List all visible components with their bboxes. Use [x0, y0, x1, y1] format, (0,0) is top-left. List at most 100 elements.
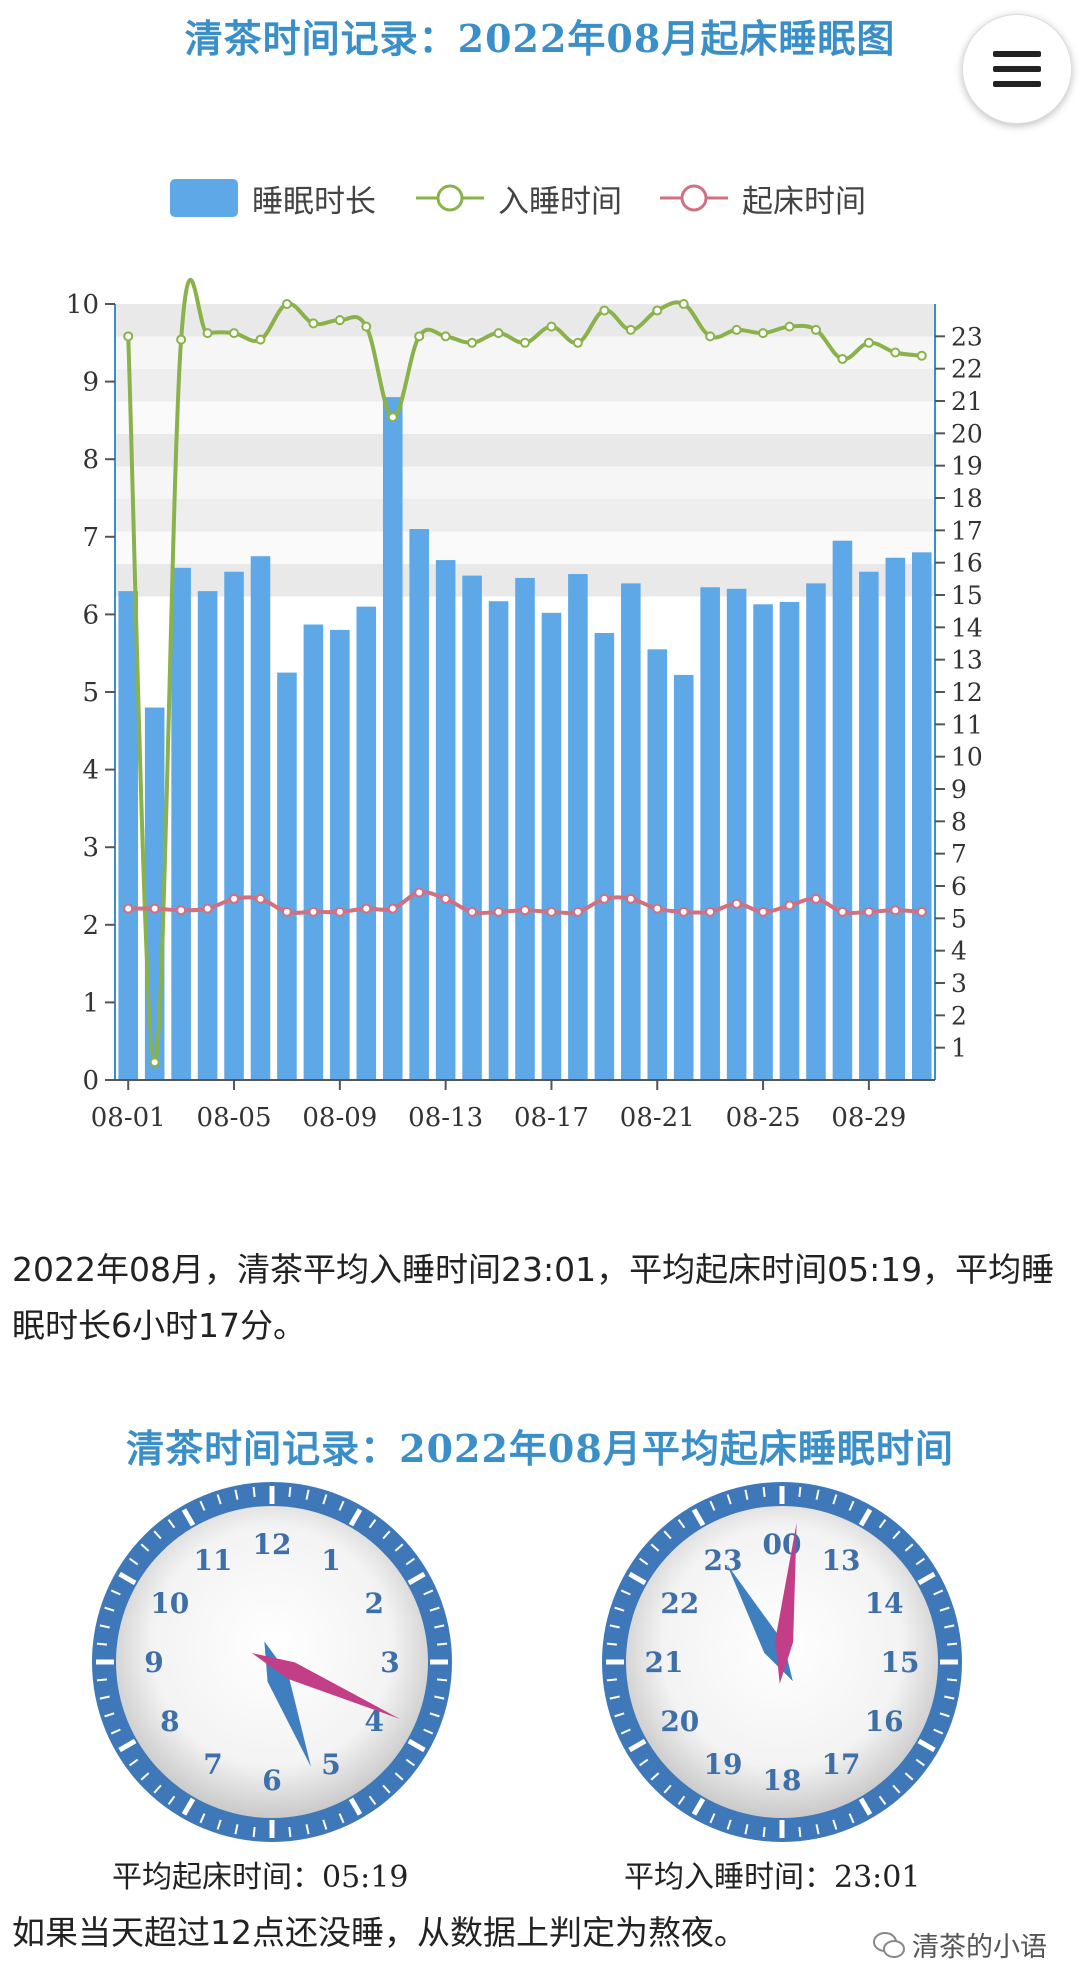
data-point — [652, 903, 663, 914]
clock-tick — [252, 1486, 256, 1498]
bar — [673, 674, 694, 1080]
data-point — [810, 324, 821, 335]
right-tick-label: 8 — [951, 807, 967, 836]
clock-tick — [99, 1624, 110, 1629]
clock-tick — [436, 1678, 448, 1682]
legend-label: 起床时间 — [742, 183, 866, 220]
clock-tick — [167, 1795, 176, 1805]
chart-title: 清茶时间记录：2022年08月起床睡眠图 — [184, 16, 896, 61]
clock-tick — [677, 1519, 686, 1529]
right-tick-label: 17 — [951, 516, 983, 545]
clock-number: 17 — [822, 1748, 861, 1781]
clock-tick — [798, 1826, 802, 1838]
bar — [726, 588, 747, 1080]
grid-band — [115, 499, 935, 532]
data-point — [229, 328, 240, 339]
clock-tick — [348, 1508, 363, 1527]
data-point — [281, 299, 292, 309]
left-tick-label: 0 — [82, 1066, 99, 1096]
clock-number: 8 — [160, 1705, 179, 1738]
bar — [647, 649, 668, 1080]
legend-item-wake-time[interactable]: 起床时间 — [660, 176, 866, 220]
clock-number: 1 — [321, 1544, 340, 1577]
data-point — [149, 1057, 160, 1068]
clock-tick — [904, 1543, 914, 1552]
clock-section-title: 清茶时间记录：2022年08月平均起床睡眠时间 — [126, 1426, 954, 1471]
clock-tick — [691, 1797, 706, 1816]
clock-tick — [663, 1784, 672, 1794]
clock-tick — [305, 1489, 310, 1500]
left-tick-label: 3 — [82, 833, 99, 863]
data-point — [176, 905, 187, 916]
data-point — [837, 353, 848, 364]
clock-tick — [110, 1589, 121, 1596]
chart-legend: 睡眠时长 入睡时间 起床时间 — [0, 176, 1080, 220]
data-point — [572, 906, 583, 917]
clock-tick — [305, 1824, 310, 1835]
bar — [832, 540, 853, 1080]
clock-tick — [118, 1738, 137, 1753]
data-point — [414, 887, 425, 898]
clock-number: 11 — [194, 1544, 233, 1577]
data-point — [202, 903, 213, 914]
data-point — [493, 328, 504, 339]
data-point — [229, 893, 240, 904]
hamburger-menu-icon — [993, 51, 1041, 57]
data-point — [255, 893, 266, 904]
clock-tick — [915, 1758, 925, 1767]
x-tick-label: 08-09 — [302, 1103, 377, 1133]
watermark: 清茶的小语 — [872, 1925, 1047, 1964]
data-point — [334, 315, 345, 326]
bar — [700, 587, 720, 1080]
bar — [488, 601, 509, 1080]
clock-tick — [96, 1642, 108, 1646]
data-point — [652, 305, 663, 316]
sleep-clock-caption: 平均入睡时间：23:01 — [624, 1860, 921, 1895]
clock-tick — [815, 1824, 820, 1835]
clock-tick — [878, 1519, 887, 1529]
legend-item-sleep-time[interactable]: 入睡时间 — [416, 176, 622, 220]
clock-tick — [639, 1557, 649, 1566]
data-point — [202, 328, 213, 339]
data-point — [625, 324, 636, 335]
clock-number: 6 — [262, 1764, 281, 1797]
data-point — [599, 305, 610, 316]
clock-number: 23 — [704, 1544, 743, 1577]
data-point — [361, 321, 372, 332]
clock-tick — [382, 1784, 391, 1794]
data-point — [520, 337, 530, 348]
x-tick-label: 08-01 — [91, 1103, 166, 1133]
data-point — [520, 905, 530, 916]
hamburger-menu-icon — [993, 66, 1041, 72]
legend-item-sleep-duration[interactable]: 睡眠时长 — [170, 176, 376, 220]
clock-tick — [709, 1813, 716, 1824]
data-point — [890, 905, 901, 916]
clock-tick — [709, 1500, 716, 1511]
wake-clock-caption: 平均起床时间：05:19 — [112, 1860, 409, 1895]
data-point — [467, 337, 478, 348]
clock-tick — [407, 1738, 426, 1753]
clock-tick — [628, 1738, 647, 1753]
clock-tick — [744, 1489, 749, 1500]
clock-tick — [933, 1589, 944, 1596]
watermark-text: 清茶的小语 — [912, 1932, 1047, 1963]
clock-tick — [436, 1642, 448, 1646]
clock-number: 12 — [253, 1528, 292, 1561]
right-tick-label: 20 — [951, 419, 983, 448]
right-tick-label: 18 — [951, 484, 983, 513]
data-point — [334, 906, 345, 917]
data-point — [784, 321, 795, 332]
left-tick-label: 2 — [82, 911, 99, 941]
right-tick-label: 23 — [951, 322, 983, 351]
clock-tick — [368, 1795, 377, 1805]
data-point — [572, 337, 583, 348]
grid-band — [115, 401, 935, 434]
data-point — [440, 331, 451, 342]
clock-tick — [798, 1486, 802, 1498]
clock-number: 19 — [704, 1748, 743, 1781]
clock-tick — [234, 1489, 239, 1500]
menu-button[interactable] — [962, 14, 1072, 124]
clock-tick — [917, 1571, 936, 1586]
